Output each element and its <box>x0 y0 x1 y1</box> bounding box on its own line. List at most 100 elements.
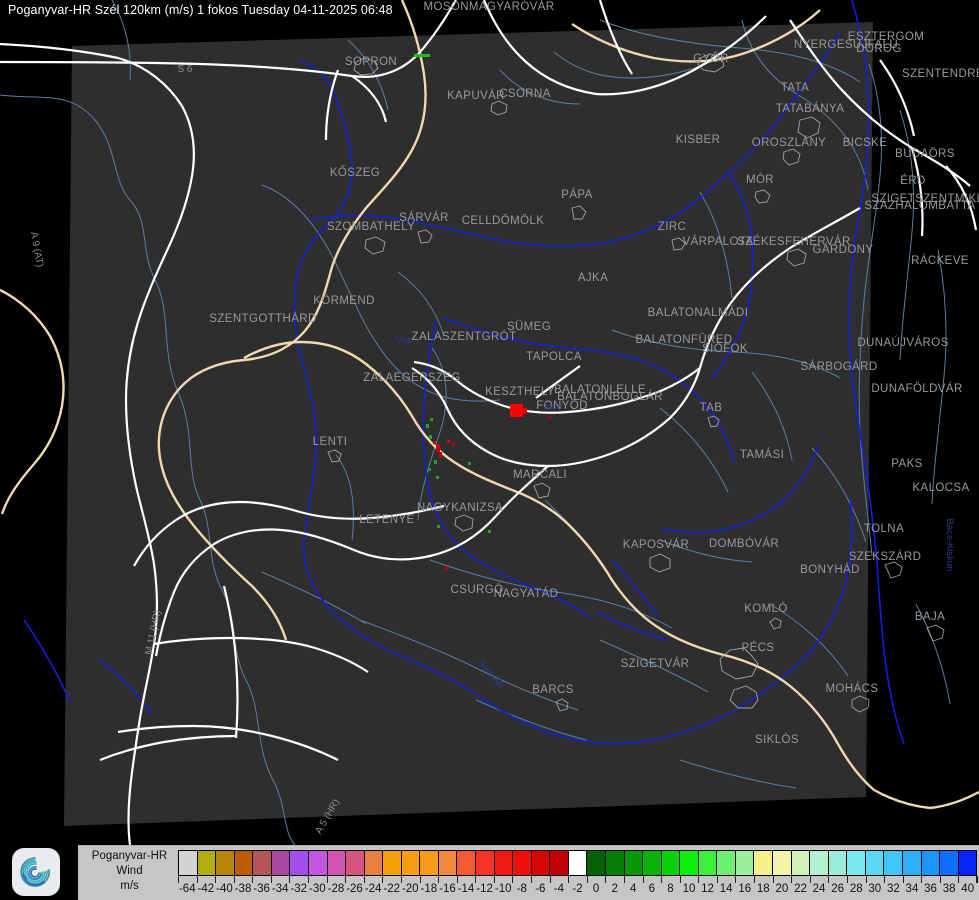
legend-swatch[interactable] <box>717 851 736 875</box>
legend-swatch[interactable] <box>587 851 606 875</box>
city-label: SZIGETSZENTMIKLÓS <box>871 192 979 205</box>
city-label: TATA <box>781 82 809 94</box>
legend-tick-mark <box>661 876 663 883</box>
legend-tick-label: -24 <box>364 883 382 895</box>
legend-tick-mark <box>865 876 867 883</box>
legend-swatch[interactable] <box>773 851 792 875</box>
city-label: SZÁZHALOMBATTA <box>864 199 975 212</box>
legend-swatches[interactable] <box>178 850 977 876</box>
legend-tick-label: -40 <box>216 883 233 895</box>
legend-tick-label: -18 <box>420 883 438 895</box>
legend-tick-mark <box>512 876 514 883</box>
legend-swatch[interactable] <box>308 851 328 875</box>
legend-swatch[interactable] <box>810 851 829 875</box>
legend-tick-label: -6 <box>535 883 546 895</box>
city-label: SZÉKESFEHÉRVÁR <box>737 235 850 248</box>
legend-swatch[interactable] <box>698 851 718 875</box>
legend-swatch[interactable] <box>550 851 569 875</box>
legend-tick-mark <box>363 876 365 883</box>
legend-tick-label: 22 <box>794 883 807 895</box>
legend-swatch[interactable] <box>253 851 272 875</box>
city-label: AJKA <box>578 272 608 284</box>
legend-swatch[interactable] <box>234 851 254 875</box>
legend-swatch[interactable] <box>791 851 811 875</box>
legend-tick-label: -28 <box>327 883 345 895</box>
radar-map[interactable]: MOSONMAGYARÓVÁR SOPRON KAPUVÁR CSORNA GYŐR ES… <box>0 0 979 845</box>
city-label: CELLDÖMÖLK <box>462 215 545 227</box>
city-label: CSORNA <box>499 88 551 100</box>
legend-swatch[interactable] <box>327 851 347 875</box>
legend-swatch[interactable] <box>605 851 625 875</box>
legend-tick-mark <box>252 876 254 883</box>
legend-swatch[interactable] <box>494 851 514 875</box>
legend-swatch[interactable] <box>568 851 588 875</box>
legend-swatch[interactable] <box>438 851 458 875</box>
city-label: SZENTGOTTHÁRD <box>209 312 316 325</box>
city-label: TATABÁNYA <box>776 102 845 115</box>
page-title: Poganyvar-HR Szél 120km (m/s) 1 fokos Tu… <box>8 3 393 17</box>
legend-swatch[interactable] <box>364 851 384 875</box>
legend-station-label: Poganyvar-HR <box>91 850 168 862</box>
city-label: MÓR <box>746 173 774 186</box>
legend-swatch[interactable] <box>884 851 903 875</box>
legend-tick-label: 24 <box>812 883 826 895</box>
city-label: MARCALI <box>513 469 567 481</box>
legend-swatch[interactable] <box>476 851 495 875</box>
legend-swatch[interactable] <box>271 851 291 875</box>
city-label: MOSONMAGYARÓVÁR <box>423 0 554 13</box>
legend-swatch[interactable] <box>661 851 681 875</box>
legend-swatch[interactable] <box>531 851 551 875</box>
legend-swatch[interactable] <box>216 851 235 875</box>
legend-swatch[interactable] <box>420 851 439 875</box>
legend-swatch[interactable] <box>383 851 402 875</box>
legend-quantity-label: Wind <box>116 865 143 877</box>
legend-tick-label: 32 <box>886 883 900 895</box>
legend-swatch[interactable] <box>457 851 476 875</box>
legend-swatch[interactable] <box>513 851 532 875</box>
city-label: TOLNA <box>864 523 904 535</box>
city-label: VÁRPALOTA <box>683 235 754 248</box>
legend-tick-mark <box>642 876 644 883</box>
legend-swatch[interactable] <box>847 851 866 875</box>
legend-swatch[interactable] <box>958 851 977 875</box>
legend-tick-label: 26 <box>831 883 845 895</box>
legend-tick-mark <box>772 876 774 883</box>
legend-tick-mark <box>493 876 495 883</box>
legend-swatch[interactable] <box>401 851 421 875</box>
city-label: SÁRBOGÁRD <box>800 360 877 373</box>
legend-tick-mark <box>884 876 886 883</box>
city-label: NAGYKANIZSA <box>417 502 503 514</box>
legend-swatch[interactable] <box>828 851 848 875</box>
legend-tick-mark <box>921 876 923 883</box>
legend-tick-mark <box>976 876 977 883</box>
legend-tick-label: 14 <box>719 883 733 895</box>
city-label: SZEKSZÁRD <box>849 550 922 563</box>
legend-swatch[interactable] <box>902 851 922 875</box>
legend-swatch[interactable] <box>346 851 365 875</box>
legend-swatch[interactable] <box>735 851 755 875</box>
legend-swatch[interactable] <box>179 851 198 875</box>
legend-swatch[interactable] <box>865 851 885 875</box>
legend-tick-mark <box>698 876 700 883</box>
legend-tick-label: 28 <box>849 883 863 895</box>
legend-tick-label: 18 <box>756 883 770 895</box>
legend-swatch[interactable] <box>754 851 773 875</box>
legend-swatch[interactable] <box>197 851 217 875</box>
city-label: SÜMEG <box>507 321 551 333</box>
city-label: BUDAÖRS <box>895 148 955 160</box>
legend-swatch[interactable] <box>624 851 644 875</box>
legend-tick-label: 16 <box>738 883 752 895</box>
legend-swatch[interactable] <box>290 851 309 875</box>
legend-swatch[interactable] <box>940 851 959 875</box>
legend-tick-label: 0 <box>592 883 600 895</box>
city-label: GÁRDONY <box>813 243 874 256</box>
legend-tick-label: 10 <box>682 883 696 895</box>
city-label: ÉRD <box>900 174 925 187</box>
legend-swatch[interactable] <box>643 851 662 875</box>
legend-tick-mark <box>345 876 347 883</box>
legend-swatch[interactable] <box>921 851 941 875</box>
legend-swatch[interactable] <box>680 851 699 875</box>
legend-tick-mark <box>196 876 198 883</box>
city-label: KŐSZEG <box>330 165 380 179</box>
